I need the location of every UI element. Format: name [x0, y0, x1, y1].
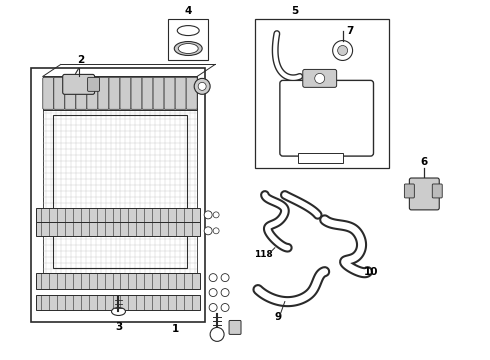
Circle shape — [209, 274, 217, 282]
Circle shape — [221, 303, 229, 311]
Ellipse shape — [178, 44, 198, 54]
FancyBboxPatch shape — [186, 77, 197, 109]
Bar — [255, 19, 390, 168]
Circle shape — [213, 228, 219, 234]
Circle shape — [204, 211, 212, 219]
FancyBboxPatch shape — [175, 77, 186, 109]
Circle shape — [210, 328, 224, 341]
Bar — [53, 115, 187, 268]
Circle shape — [315, 73, 325, 84]
Bar — [298, 153, 343, 163]
Bar — [43, 76, 197, 110]
Text: 4: 4 — [185, 6, 192, 15]
Text: 1: 1 — [172, 324, 179, 334]
Bar — [36, 208, 200, 222]
FancyBboxPatch shape — [164, 77, 175, 109]
FancyBboxPatch shape — [43, 77, 54, 109]
FancyBboxPatch shape — [142, 77, 153, 109]
FancyBboxPatch shape — [65, 77, 76, 109]
Circle shape — [194, 78, 210, 94]
Bar — [36, 273, 200, 289]
Ellipse shape — [174, 41, 202, 55]
FancyBboxPatch shape — [87, 77, 98, 109]
Circle shape — [209, 303, 217, 311]
FancyBboxPatch shape — [432, 184, 442, 198]
FancyBboxPatch shape — [76, 77, 87, 109]
Text: 9: 9 — [274, 312, 281, 323]
Text: 10: 10 — [364, 267, 379, 276]
Circle shape — [338, 45, 347, 55]
Bar — [36, 222, 200, 236]
FancyBboxPatch shape — [280, 80, 373, 156]
Bar — [31, 68, 205, 323]
Ellipse shape — [112, 307, 125, 315]
FancyBboxPatch shape — [54, 77, 65, 109]
FancyBboxPatch shape — [229, 320, 241, 334]
Circle shape — [333, 41, 353, 60]
FancyBboxPatch shape — [109, 77, 120, 109]
Text: 3: 3 — [115, 323, 122, 332]
Bar — [168, 19, 208, 60]
Text: 2: 2 — [77, 55, 84, 66]
FancyBboxPatch shape — [98, 77, 109, 109]
Text: 5: 5 — [291, 6, 298, 15]
Circle shape — [213, 212, 219, 218]
Text: 118: 118 — [253, 250, 272, 259]
FancyBboxPatch shape — [303, 69, 337, 87]
FancyBboxPatch shape — [131, 77, 142, 109]
FancyBboxPatch shape — [404, 184, 415, 198]
FancyBboxPatch shape — [88, 77, 99, 91]
Circle shape — [221, 289, 229, 297]
FancyBboxPatch shape — [63, 75, 95, 94]
FancyBboxPatch shape — [409, 178, 439, 210]
Text: 6: 6 — [421, 157, 428, 167]
Circle shape — [198, 82, 206, 90]
Circle shape — [204, 227, 212, 235]
Ellipse shape — [177, 26, 199, 36]
Text: 7: 7 — [346, 26, 353, 36]
Circle shape — [221, 274, 229, 282]
Bar — [43, 110, 197, 273]
FancyBboxPatch shape — [120, 77, 131, 109]
Bar — [36, 294, 200, 310]
FancyBboxPatch shape — [153, 77, 164, 109]
Circle shape — [209, 289, 217, 297]
